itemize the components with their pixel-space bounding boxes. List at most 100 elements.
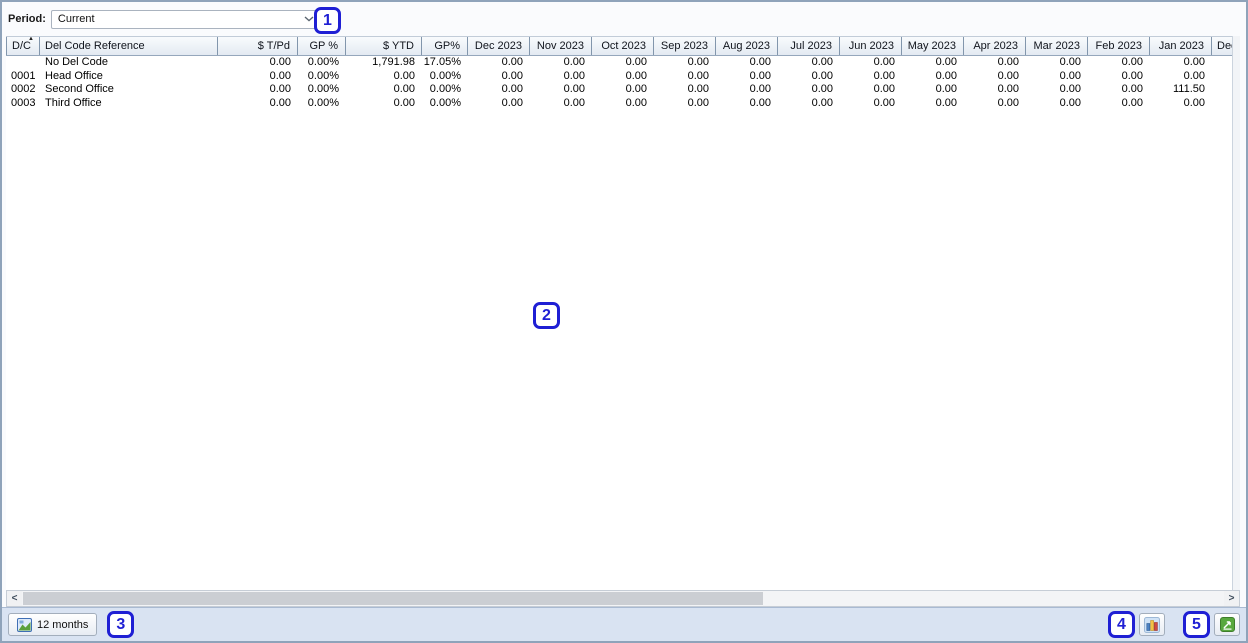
cell-del-code-name: No Del Code: [45, 56, 108, 68]
cell-del-code: 0001: [11, 69, 36, 82]
twelve-months-button-label: 12 months: [37, 618, 89, 631]
column-header-apr-2023[interactable]: Apr 2023: [964, 37, 1026, 55]
cell-del-code-name: Head Office: [45, 69, 103, 82]
cell-value: 0.00: [625, 83, 647, 95]
column-header-gp[interactable]: GP %: [298, 37, 346, 55]
cell-value: 1,791.98: [372, 56, 415, 68]
period-toolbar: Period: Current: [2, 2, 1246, 36]
del-code-table: D/C ▲ Del Code Reference $ T/Pd GP % $ YTD GP%…: [6, 36, 1240, 607]
cell-value: 0.00: [935, 96, 957, 109]
cell-value: 0.00: [997, 69, 1019, 82]
cell-value: 0.00: [1059, 69, 1081, 82]
column-header-t-pd[interactable]: $ T/Pd: [218, 37, 298, 55]
cell-value: 0.00: [1059, 83, 1081, 95]
cell-value: 17.05%: [423, 56, 461, 68]
cell-value: 0.00: [1183, 56, 1205, 68]
cell-value: 0.00: [997, 96, 1019, 109]
cell-value: 0.00%: [429, 96, 461, 109]
horizontal-scrollbar[interactable]: < >: [6, 590, 1240, 607]
chart-view-button[interactable]: [1139, 613, 1165, 636]
bar-chart-icon: [1144, 616, 1160, 633]
cell-value: 0.00: [687, 83, 709, 95]
cell-value: 111.50: [1172, 83, 1205, 95]
table-row[interactable]: 0002 Second Office 0.00 0.00% 0.00 0.00% 0.00 0…: [6, 83, 1240, 97]
cell-value: 0.00: [625, 96, 647, 109]
bottom-toolbar: 12 months 3 4 5: [2, 607, 1246, 641]
annotation-badge-3: 3: [107, 611, 135, 638]
column-header-dec[interactable]: Dec: [1212, 37, 1240, 55]
table-header-row: D/C ▲ Del Code Reference $ T/Pd GP % $ YTD GP%…: [6, 36, 1240, 56]
cell-value: 0.00: [1121, 56, 1143, 68]
cell-value: 0.00: [1121, 83, 1143, 95]
cell-value: 0.00: [873, 96, 895, 109]
cell-value: 0.00: [935, 69, 957, 82]
cell-value: 0.00: [687, 96, 709, 109]
period-dropdown[interactable]: Current: [50, 9, 321, 29]
annotation-badge-5: 5: [1183, 611, 1210, 638]
column-header-dec-2023[interactable]: Dec 2023: [468, 37, 530, 55]
cell-value: 0.00%: [307, 69, 339, 82]
table-body: No Del Code 0.00 0.00% 1,791.98 17.05% 0.00 0.…: [6, 56, 1240, 110]
cell-value: 0.00: [749, 83, 771, 95]
column-header-jan-2023[interactable]: Jan 2023: [1150, 37, 1212, 55]
excel-export-button[interactable]: [1214, 613, 1240, 636]
cell-value: 0.00: [563, 83, 585, 95]
cell-value: 0.00: [501, 83, 523, 95]
column-header-mar-2023[interactable]: Mar 2023: [1026, 37, 1088, 55]
cell-value: 0.00: [1121, 96, 1143, 109]
vertical-scrollbar[interactable]: [1232, 36, 1240, 590]
column-header-aug-2023[interactable]: Aug 2023: [716, 37, 778, 55]
table-row[interactable]: 0001 Head Office 0.00 0.00% 0.00 0.00% 0.00 0.0…: [6, 69, 1240, 83]
scroll-right-button[interactable]: >: [1224, 591, 1239, 606]
cell-value: 0.00%: [429, 83, 461, 95]
cell-value: 0.00%: [307, 83, 339, 95]
cell-value: 0.00: [269, 56, 291, 68]
cell-value: 0.00: [749, 56, 771, 68]
horizontal-scrollbar-thumb[interactable]: [23, 592, 763, 605]
twelve-months-button[interactable]: 12 months: [8, 613, 98, 636]
annotation-badge-2: 2: [533, 302, 560, 329]
cell-del-code: 0003: [11, 96, 36, 109]
cell-value: 0.00: [1183, 69, 1205, 82]
cell-value: 0.00: [501, 56, 523, 68]
table-row[interactable]: No Del Code 0.00 0.00% 1,791.98 17.05% 0.00 0.…: [6, 56, 1240, 70]
cell-value: 0.00: [393, 83, 415, 95]
cell-value: 0.00: [625, 56, 647, 68]
scroll-left-button[interactable]: <: [7, 591, 22, 606]
cell-value: 0.00: [873, 69, 895, 82]
chevron-down-icon: [304, 16, 314, 22]
cell-value: 0.00: [269, 96, 291, 109]
cell-del-code: [6, 56, 40, 70]
column-header-ytd[interactable]: $ YTD: [346, 37, 422, 55]
column-header-del-code-reference[interactable]: Del Code Reference: [40, 37, 218, 55]
cell-value: 0.00: [811, 56, 833, 68]
cell-value: 0.00: [269, 69, 291, 82]
cell-value: 0.00: [873, 83, 895, 95]
period-label: Period:: [8, 13, 46, 25]
cell-value: 0.00: [749, 69, 771, 82]
cell-value: 0.00: [1183, 96, 1205, 109]
cell-value: 0.00: [563, 96, 585, 109]
column-header-sep-2023[interactable]: Sep 2023: [654, 37, 716, 55]
column-header-gp[interactable]: GP%: [422, 37, 468, 55]
column-header-d-c[interactable]: D/C ▲: [6, 37, 40, 55]
cell-value: 0.00: [501, 96, 523, 109]
cell-value: 0.00: [1059, 56, 1081, 68]
column-header-may-2023[interactable]: May 2023: [902, 37, 964, 55]
cell-value: 0.00: [625, 69, 647, 82]
cell-value: 0.00: [563, 69, 585, 82]
column-header-feb-2023[interactable]: Feb 2023: [1088, 37, 1150, 55]
cell-value: 0.00%: [307, 56, 339, 68]
column-header-jul-2023[interactable]: Jul 2023: [778, 37, 840, 55]
cell-value: 0.00: [749, 96, 771, 109]
column-header-nov-2023[interactable]: Nov 2023: [530, 37, 592, 55]
annotation-badge-1: 1: [314, 7, 341, 34]
cell-value: 0.00: [563, 56, 585, 68]
column-header-jun-2023[interactable]: Jun 2023: [840, 37, 902, 55]
cell-value: 0.00: [811, 96, 833, 109]
column-header-oct-2023[interactable]: Oct 2023: [592, 37, 654, 55]
cell-value: 0.00: [393, 69, 415, 82]
table-row[interactable]: 0003 Third Office 0.00 0.00% 0.00 0.00% 0.00 0.…: [6, 96, 1240, 110]
excel-export-icon: [1219, 617, 1235, 632]
